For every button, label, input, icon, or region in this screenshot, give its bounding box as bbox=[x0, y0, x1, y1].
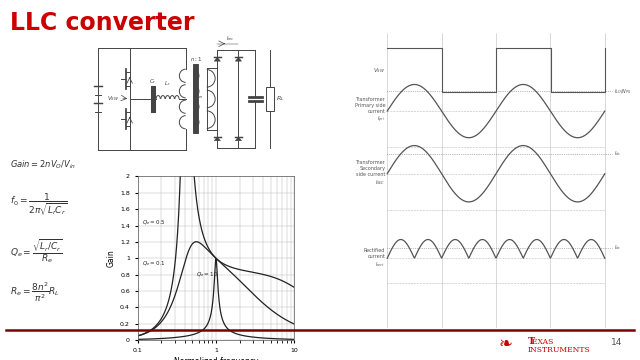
Text: $I_{dc}$: $I_{dc}$ bbox=[614, 243, 621, 252]
Text: $I_{rec}$: $I_{rec}$ bbox=[226, 35, 234, 43]
Text: $Q_e = \dfrac{\sqrt{L_r/C_r}}{R_e}$: $Q_e = \dfrac{\sqrt{L_r/C_r}}{R_e}$ bbox=[10, 238, 63, 265]
Text: 14: 14 bbox=[611, 338, 622, 347]
Y-axis label: Gain: Gain bbox=[107, 249, 116, 267]
Text: $V_{SW}$: $V_{SW}$ bbox=[107, 95, 119, 103]
Polygon shape bbox=[236, 137, 242, 141]
Bar bbox=[266, 87, 274, 111]
Text: $L_m$: $L_m$ bbox=[196, 92, 204, 101]
Text: $L_r$: $L_r$ bbox=[164, 78, 171, 87]
Text: Transformer
Primary side
current
$I_{pri}$: Transformer Primary side current $I_{pri… bbox=[355, 97, 385, 125]
Text: $Q_e=0.1$: $Q_e=0.1$ bbox=[142, 259, 166, 268]
Text: $C_r$: $C_r$ bbox=[149, 77, 157, 86]
Text: $f_0 = \dfrac{1}{2\pi\sqrt{L_r C_r}}$: $f_0 = \dfrac{1}{2\pi\sqrt{L_r C_r}}$ bbox=[10, 191, 67, 217]
Polygon shape bbox=[214, 137, 220, 141]
Text: Transformer
Secondary
side current
$I_{SEC}$: Transformer Secondary side current $I_{S… bbox=[355, 161, 385, 187]
X-axis label: Normalized frequency: Normalized frequency bbox=[173, 357, 259, 360]
Text: LLC converter: LLC converter bbox=[10, 11, 194, 35]
Text: $Q_e=10$: $Q_e=10$ bbox=[196, 270, 218, 279]
Text: $I_{dc}$: $I_{dc}$ bbox=[614, 149, 621, 158]
Text: INSTRUMENTS: INSTRUMENTS bbox=[528, 346, 591, 354]
Text: ❧: ❧ bbox=[499, 335, 513, 353]
Polygon shape bbox=[236, 57, 242, 61]
Text: $Gain = 2nV_O/V_{in}$: $Gain = 2nV_O/V_{in}$ bbox=[10, 158, 76, 171]
Text: $R_L$: $R_L$ bbox=[276, 95, 285, 103]
Text: $n:1$: $n:1$ bbox=[190, 55, 202, 63]
Text: $I_{LO}/N_{PS}$: $I_{LO}/N_{PS}$ bbox=[614, 87, 631, 95]
Text: $R_e = \dfrac{8n^2}{\pi^2} R_L$: $R_e = \dfrac{8n^2}{\pi^2} R_L$ bbox=[10, 281, 60, 305]
Text: T: T bbox=[528, 338, 535, 346]
Text: $V_{SW}$: $V_{SW}$ bbox=[373, 66, 385, 75]
Text: Rectified
current
$I_{rect}$: Rectified current $I_{rect}$ bbox=[364, 248, 385, 269]
Text: EXAS: EXAS bbox=[532, 338, 559, 346]
Text: $Q_e=0.5$: $Q_e=0.5$ bbox=[142, 218, 166, 227]
Polygon shape bbox=[214, 57, 220, 61]
